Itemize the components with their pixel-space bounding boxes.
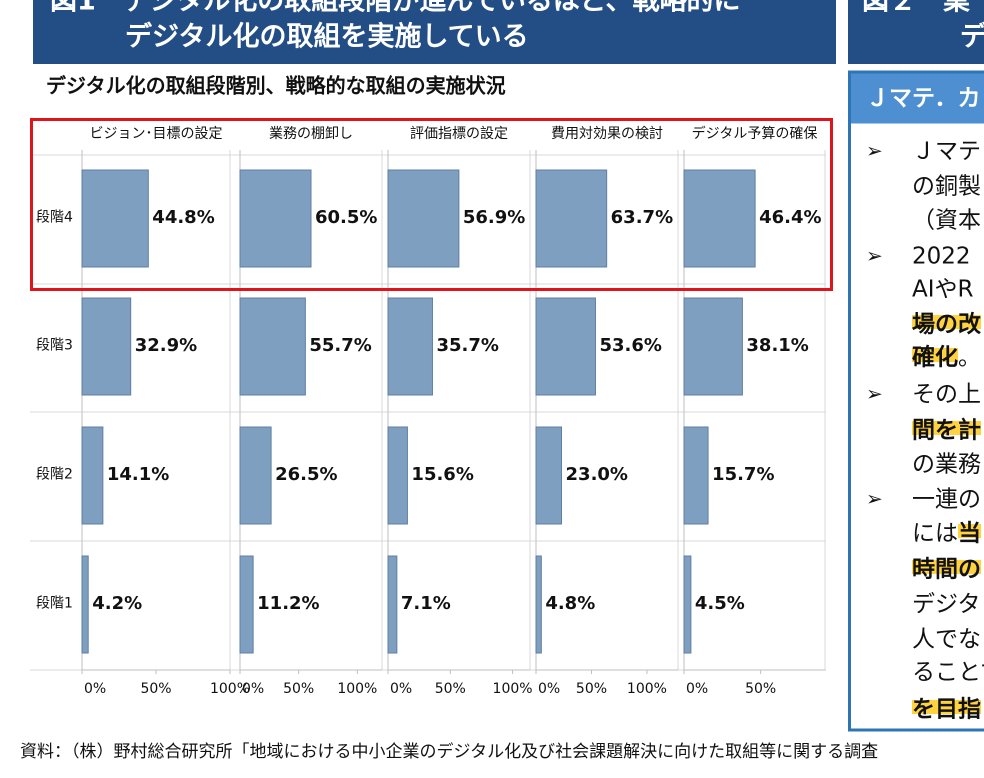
bar: [684, 427, 708, 524]
left-title-line2: デジタル化の取組を実施している: [125, 21, 529, 53]
body-text: （資本: [912, 208, 981, 234]
body-text: Ｊマテ: [912, 139, 981, 165]
highlighted-text: を目指: [912, 697, 981, 723]
body-text: 一連の: [912, 487, 981, 513]
value-label: 26.5%: [275, 464, 337, 485]
value-label: 63.7%: [611, 207, 673, 228]
x-tick-label: 50%: [140, 681, 171, 697]
value-label: 44.8%: [152, 207, 214, 228]
x-tick-label: 50%: [435, 681, 466, 697]
chart: 段階4 段階3 段階2 段階1 ビジョン･目標の設定 0% 50% 100% 44.8% 32.9…: [30, 125, 826, 697]
row-label: 段階4: [36, 210, 73, 226]
highlighted-text: 時間の: [912, 557, 981, 583]
value-label: 35.7%: [436, 335, 498, 356]
source-note: 資料：（株）野村総合研究所「地域における中小企業のデジタル化及び社会課題解決に向…: [20, 741, 878, 762]
bar: [536, 427, 562, 524]
body-text: 。: [958, 345, 981, 371]
value-label: 14.1%: [107, 464, 169, 485]
row-label: 段階3: [36, 338, 73, 354]
column-header: ビジョン･目標の設定: [90, 126, 223, 142]
value-label: 7.1%: [401, 593, 451, 614]
value-label: 53.6%: [599, 335, 661, 356]
value-label: 55.7%: [309, 335, 371, 356]
x-tick-label: 0%: [538, 681, 560, 697]
bar: [82, 298, 131, 395]
row-label: 段階2: [36, 467, 73, 483]
body-text: デジタ: [912, 592, 981, 618]
value-label: 15.7%: [712, 464, 774, 485]
left-title-line1: 図1 デジタル化の取組段階が進んでいるほど、戦略的に: [50, 0, 741, 17]
column-header: 業務の棚卸し: [269, 126, 353, 142]
body-text: ることで: [912, 660, 984, 686]
highlighted-text: 確化: [912, 344, 958, 371]
body-text: の業務: [912, 452, 981, 478]
bullet: ➢: [866, 487, 883, 511]
body-text: には: [912, 521, 958, 547]
bar: [536, 298, 595, 395]
bullet: ➢: [866, 244, 883, 268]
body-text: の銅製: [912, 174, 981, 200]
value-label: 4.8%: [545, 593, 595, 614]
value-label: 15.6%: [411, 464, 473, 485]
column-header: 費用対効果の検討: [551, 126, 663, 142]
value-label: 60.5%: [315, 207, 377, 228]
highlighted-text: 間を計: [912, 417, 981, 444]
bar: [82, 427, 103, 524]
value-label: 46.4%: [759, 207, 821, 228]
side-panel-title: Ｊマテ．カ: [866, 86, 981, 112]
x-tick-label: 0%: [390, 681, 412, 697]
column-header: デジタル予算の確保: [692, 125, 818, 142]
body-text: AIやR: [912, 277, 974, 303]
chart-subtitle: デジタル化の取組段階別、戦略的な取組の実施状況: [46, 74, 506, 98]
value-label: 56.9%: [463, 207, 525, 228]
right-title-line2: デ: [960, 21, 984, 53]
highlighted-text: 場の改: [912, 312, 981, 338]
value-label: 32.9%: [135, 335, 197, 356]
row-label: 段階1: [36, 596, 73, 612]
bar: [240, 170, 311, 267]
bar: [240, 298, 305, 395]
bar: [388, 427, 407, 524]
bar: [82, 556, 88, 653]
x-tick-label: 100%: [337, 681, 377, 697]
x-tick-label: 0%: [686, 681, 708, 697]
bar: [240, 427, 271, 524]
column-header: 評価指標の設定: [410, 126, 508, 142]
bar: [684, 170, 755, 267]
bullet: ➢: [866, 382, 883, 406]
bar: [536, 170, 607, 267]
bar: [684, 556, 691, 653]
x-tick-label: 50%: [576, 681, 607, 697]
highlighted-text: 当: [958, 521, 981, 547]
bar: [82, 170, 148, 267]
right-title-line1: 図２ 業: [862, 0, 970, 17]
bar: [388, 170, 459, 267]
bar: [684, 298, 742, 395]
x-tick-label: 0%: [242, 681, 264, 697]
x-tick-label: 100%: [493, 681, 533, 697]
body-text: 2022: [912, 244, 971, 270]
value-label: 11.2%: [257, 593, 319, 614]
body-text: その上: [912, 382, 981, 408]
x-tick-label: 50%: [745, 681, 776, 697]
bullet: ➢: [866, 139, 883, 163]
body-text: 人でな: [912, 627, 981, 653]
bar: [240, 556, 253, 653]
x-tick-label: 0%: [84, 681, 106, 697]
x-tick-label: 50%: [283, 681, 314, 697]
bar: [388, 556, 397, 653]
bar: [536, 556, 541, 653]
value-label: 23.0%: [566, 464, 628, 485]
bar: [388, 298, 432, 395]
value-label: 4.5%: [695, 593, 745, 614]
value-label: 4.2%: [92, 593, 142, 614]
x-tick-label: 100%: [627, 681, 667, 697]
value-label: 38.1%: [746, 335, 808, 356]
